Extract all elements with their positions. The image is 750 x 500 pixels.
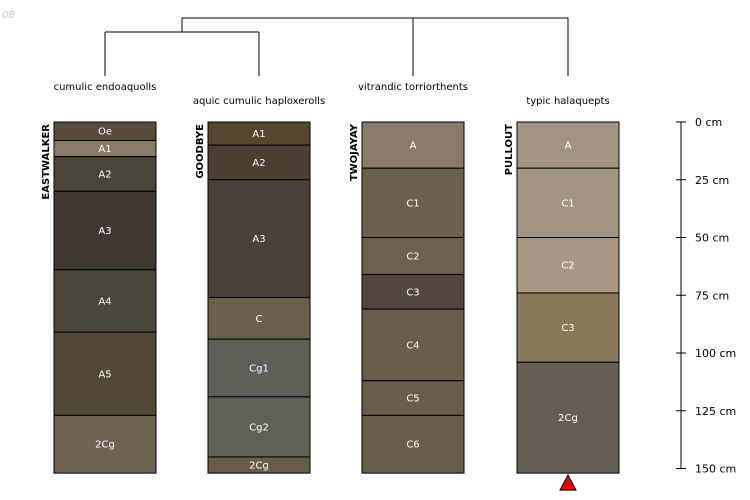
- horizon-label: A5: [98, 369, 111, 380]
- horizon-rect: [361, 380, 465, 416]
- horizon-rect: [207, 456, 311, 474]
- horizon-rect: [361, 121, 465, 169]
- horizon-rect: [361, 273, 465, 310]
- ruler-tick-label: 50 cm: [695, 232, 729, 245]
- horizon-label: C4: [406, 340, 419, 351]
- profile-name: PULLOUT: [504, 124, 515, 175]
- horizon-label: 2Cg: [558, 413, 578, 424]
- ruler-tick-label: 125 cm: [695, 405, 736, 418]
- horizon-rect: [516, 167, 620, 238]
- horizon-label: C3: [406, 287, 419, 298]
- horizon-label: 2Cg: [249, 461, 269, 472]
- horizon-label: A: [565, 141, 572, 152]
- horizon-label: C: [256, 314, 263, 325]
- horizon-label: C6: [406, 440, 419, 451]
- horizon-label: A3: [252, 234, 265, 245]
- depth-ruler: 0 cm 25 cm 50 cm 75 cm 100 cm 125 cm 150 cm: [676, 116, 736, 476]
- horizon-label: A: [410, 141, 417, 152]
- taxon-label: typic halaquepts: [526, 96, 609, 107]
- horizon-rect: [207, 144, 311, 181]
- horizon-label: 2Cg: [95, 440, 115, 451]
- horizon-rect: [361, 237, 465, 275]
- taxon-label: cumulic endoaquolls: [54, 82, 157, 93]
- soil-profiles: Oe A1 A2 A3 A4 A5 2Cg EASTWALKER A1 A2 A3 C Cg1 Cg2 2C…: [41, 121, 620, 491]
- horizon-label: A4: [98, 297, 111, 308]
- horizon-label: A2: [98, 169, 111, 180]
- horizon-label: Cg1: [249, 364, 269, 375]
- horizon-rect: [53, 156, 157, 192]
- soil-profile: Oe A1 A2 A3 A4 A5 2Cg EASTWALKER: [41, 121, 157, 474]
- horizon-label: C2: [561, 261, 574, 272]
- profile-name: TWOJAYAY: [349, 123, 360, 181]
- horizon-rect: [53, 269, 157, 333]
- horizon-label: C3: [561, 323, 574, 334]
- taxon-labels: cumulic endoaquolls aquic cumulic haploxe…: [54, 82, 610, 107]
- taxon-label: vitrandic torriorthents: [358, 82, 468, 93]
- horizon-rect: [207, 396, 311, 458]
- ruler-tick-label: 25 cm: [695, 174, 729, 187]
- horizon-rect: [516, 237, 620, 294]
- ruler-tick-label: 75 cm: [695, 289, 729, 302]
- horizon-rect: [207, 179, 311, 299]
- ruler-tick-label: 150 cm: [695, 463, 736, 476]
- horizon-label: C1: [406, 198, 419, 209]
- horizon-rect: [361, 167, 465, 238]
- bottom-marker: [559, 474, 577, 491]
- ruler-tick-label: 0 cm: [695, 116, 722, 129]
- dendrogram: [104, 17, 569, 76]
- horizon-label: Cg2: [249, 422, 269, 433]
- horizon-label: A3: [98, 226, 111, 237]
- horizon-label: C2: [406, 251, 419, 262]
- soil-profile: A1 A2 A3 C Cg1 Cg2 2Cg GOODBYE: [195, 121, 311, 474]
- ruler-tick-label: 100 cm: [695, 347, 736, 360]
- horizon-rect: [53, 190, 157, 271]
- horizon-label: C1: [561, 198, 574, 209]
- horizon-label: A1: [252, 129, 265, 140]
- horizon-rect: [516, 361, 620, 474]
- soil-profile: A C1 C2 C3 2Cg PULLOUT: [504, 121, 620, 491]
- corner-label: 08: [2, 10, 15, 21]
- horizon-rect: [361, 308, 465, 382]
- horizon-label: A2: [252, 158, 265, 169]
- horizon-label: A1: [98, 144, 111, 155]
- horizon-rect: [361, 414, 465, 474]
- taxon-label: aquic cumulic haploxerolls: [193, 96, 325, 107]
- profile-name: EASTWALKER: [41, 124, 52, 200]
- profile-name: GOODBYE: [195, 124, 206, 179]
- horizon-rect: [53, 414, 157, 474]
- horizon-rect: [516, 292, 620, 363]
- soil-profile: A C1 C2 C3 C4 C5 C6 TWOJAYAY: [349, 121, 465, 474]
- horizon-label: Oe: [98, 127, 112, 138]
- horizon-rect: [516, 121, 620, 169]
- horizon-label: C5: [406, 394, 419, 405]
- horizon-rect: [207, 338, 311, 398]
